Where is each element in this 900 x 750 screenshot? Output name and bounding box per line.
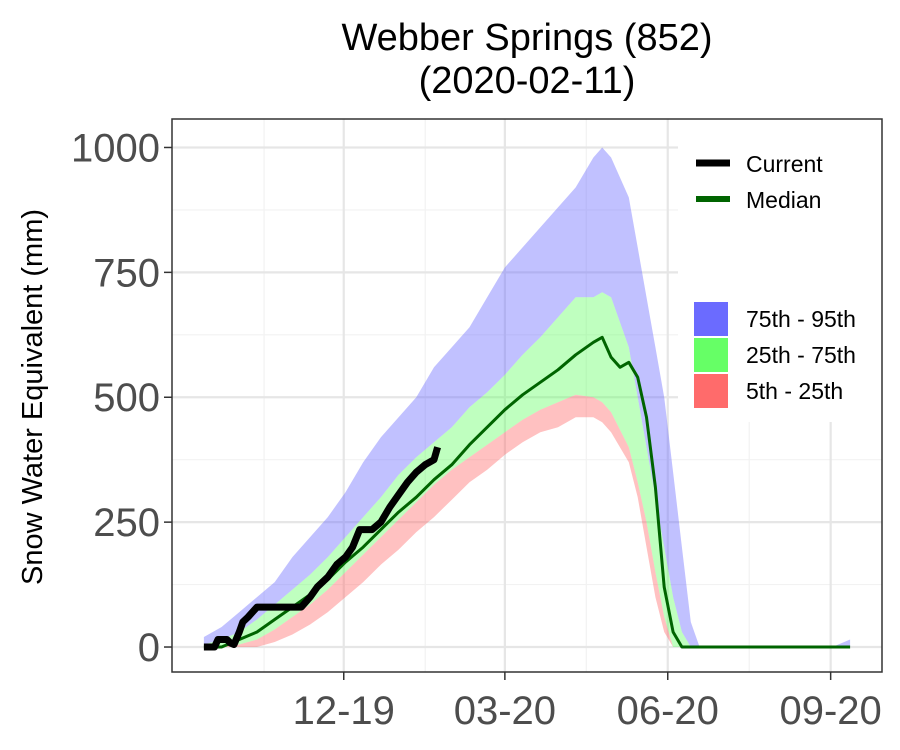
percentile-bands	[203, 147, 851, 647]
x-tick-label-3: 09-20	[779, 689, 881, 733]
legend-band-25-75-swatch	[694, 338, 728, 372]
legend: Current Median 75th - 95th 25th - 75th 5…	[678, 112, 888, 422]
y-tick-label-2: 500	[93, 376, 160, 420]
y-axis-title: Snow Water Equivalent (mm)	[17, 209, 49, 585]
y-tick-label-3: 750	[93, 251, 160, 295]
x-tick-label-1: 03-20	[454, 689, 556, 733]
axis-ticks: 0 250 500 750 1000 12-19 03-20 06-20 09-20	[71, 126, 882, 733]
legend-band-5-25-label: 5th - 25th	[746, 378, 843, 404]
legend-band-5-25-swatch	[694, 374, 728, 408]
chart-title-line1: Webber Springs (852)	[341, 17, 712, 59]
x-tick-label-2: 06-20	[617, 689, 719, 733]
y-tick-label-4: 1000	[71, 126, 160, 170]
legend-band-75-95-swatch	[694, 302, 728, 336]
chart-title-line2: (2020-02-11)	[419, 60, 636, 102]
legend-median-label: Median	[746, 187, 821, 213]
band-75-95	[203, 147, 851, 647]
legend-band-75-95-label: 75th - 95th	[746, 306, 856, 332]
current-line	[203, 446, 441, 651]
y-tick-label-1: 250	[93, 501, 160, 545]
plot-frame	[171, 118, 883, 673]
x-tick-label-0: 12-19	[293, 689, 395, 733]
band-25-75	[203, 292, 851, 647]
y-tick-label-0: 0	[138, 626, 160, 670]
series-lines	[203, 335, 851, 651]
legend-band-25-75-label: 25th - 75th	[746, 342, 856, 368]
legend-current-label: Current	[746, 151, 823, 177]
